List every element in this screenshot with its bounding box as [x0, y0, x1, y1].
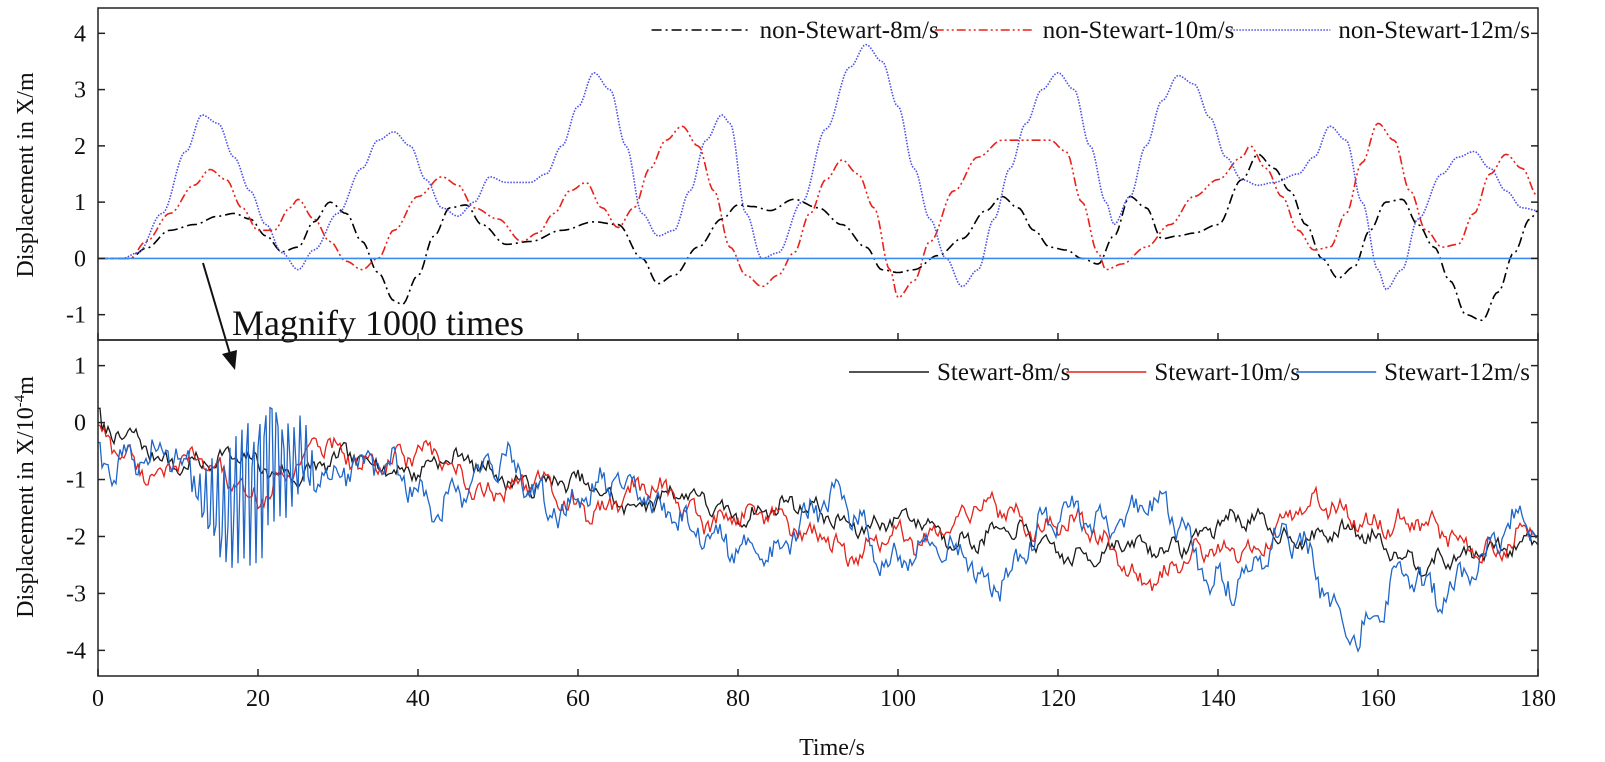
series-line-non-stewart-8m-s [98, 153, 1539, 322]
y-tick-label: -1 [66, 303, 86, 329]
y-tick-label: 0 [74, 411, 86, 437]
bottom-y-axis-label-suffix: m [13, 376, 39, 395]
x-tick-label: 120 [1040, 686, 1076, 712]
x-tick-label: 100 [880, 686, 916, 712]
series-line-non-stewart-12m-s [98, 43, 1539, 291]
x-tick-label: 80 [726, 686, 750, 712]
legend-label: Stewart-12m/s [1384, 359, 1530, 386]
y-tick-label: 1 [74, 354, 86, 380]
y-tick-label: -1 [66, 468, 86, 494]
top-y-axis-label: Displacement in X/m [13, 72, 39, 278]
legend-label: non-Stewart-10m/s [1043, 17, 1235, 44]
magnify-annotation: Magnify 1000 times [232, 303, 524, 343]
y-tick-label: 2 [74, 134, 86, 160]
y-tick-label: 1 [74, 190, 86, 216]
x-axis-label: Time/s [799, 735, 865, 761]
x-tick-label: 180 [1520, 686, 1556, 712]
legend-label: non-Stewart-12m/s [1338, 17, 1530, 44]
legend-label: Stewart-8m/s [937, 359, 1070, 386]
x-tick-label: 60 [566, 686, 590, 712]
series-line-stewart-8m-s [98, 407, 1539, 577]
series-line-stewart-10m-s [98, 424, 1539, 591]
legend-label: non-Stewart-8m/s [760, 17, 939, 44]
legend-label: Stewart-10m/s [1154, 359, 1300, 386]
x-tick-label: 140 [1200, 686, 1236, 712]
y-tick-label: 4 [74, 21, 86, 47]
annotation-arrow-head [222, 350, 237, 370]
x-tick-label: 20 [246, 686, 270, 712]
panel-frame-2 [97, 339, 1539, 677]
series-line-non-stewart-10m-s [98, 122, 1539, 299]
x-tick-label: 40 [406, 686, 430, 712]
x-tick-label: 0 [92, 686, 104, 712]
series-line-stewart-12m-s [98, 406, 1539, 653]
x-tick-label: 160 [1360, 686, 1396, 712]
y-tick-label: -2 [66, 524, 86, 550]
bottom-y-axis-label-prefix: Displacement in X/10 [13, 407, 39, 618]
y-tick-label: -3 [66, 581, 86, 607]
y-tick-label: 0 [74, 246, 86, 272]
bottom-y-axis-label-exp: -4 [12, 394, 28, 407]
annotation-arrow-shaft [202, 262, 231, 355]
y-tick-label: -4 [66, 638, 86, 664]
panel-frame-1 [97, 7, 1539, 341]
y-tick-label: 3 [74, 78, 86, 104]
bottom-y-axis-label: Displacement in X/10-4m [12, 376, 39, 618]
